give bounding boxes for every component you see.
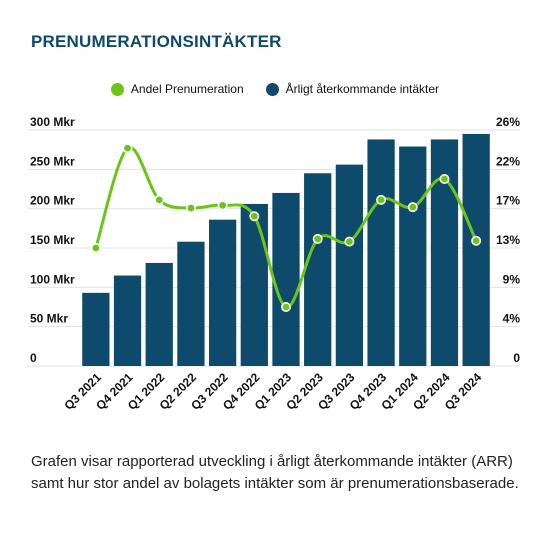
- bar: [304, 173, 332, 366]
- left-tick-label: 250 Mkr: [30, 154, 75, 168]
- legend-label-arr: Årligt återkommande intäkter: [285, 82, 440, 96]
- bar: [177, 241, 205, 366]
- right-tick-label: 13%: [496, 233, 520, 247]
- line-series: [90, 143, 482, 312]
- legend-item-share: Andel Prenumeration: [110, 82, 244, 96]
- line-point: [407, 202, 418, 213]
- chart-caption: Grafen visar rapporterad utveckling i år…: [31, 453, 519, 492]
- legend-item-arr: Årligt återkommande intäkter: [265, 82, 440, 96]
- line-point: [439, 174, 450, 185]
- right-tick-label: 4%: [503, 312, 521, 326]
- right-tick-label: 9%: [503, 272, 521, 286]
- bar: [208, 219, 237, 366]
- line-point: [185, 203, 196, 214]
- line-point: [280, 301, 291, 312]
- legend-line-swatch: [110, 82, 124, 96]
- bar: [145, 262, 173, 366]
- left-tick-label: 0: [30, 351, 37, 365]
- line-point: [217, 200, 228, 211]
- bar: [367, 139, 395, 366]
- bar: [272, 192, 300, 366]
- bar: [335, 164, 364, 366]
- legend: Andel Prenumeration Årligt återkommande …: [0, 82, 550, 96]
- line-point: [122, 143, 133, 154]
- line-point: [376, 194, 387, 205]
- right-tick-label: 17%: [496, 194, 520, 208]
- left-tick-label: 300 Mkr: [30, 115, 75, 129]
- legend-label-share: Andel Prenumeration: [130, 82, 244, 96]
- right-tick-label: 0: [513, 351, 520, 365]
- chart-title: PRENUMERATIONSINTÄKTER: [31, 32, 282, 51]
- bar: [82, 292, 110, 366]
- line-point: [344, 236, 355, 247]
- line-point: [312, 233, 323, 244]
- left-tick-label: 200 Mkr: [30, 194, 75, 208]
- line-point: [90, 243, 101, 254]
- legend-bar-swatch: [265, 82, 279, 96]
- combo-chart: 0 50 Mkr 100 Mkr 150 Mkr 200 Mkr 250 Mkr 300 M…: [28, 115, 520, 413]
- left-tick-label: 50 Mkr: [30, 312, 68, 326]
- right-tick-label: 22%: [496, 154, 520, 168]
- bar-series: [82, 133, 490, 366]
- bar: [113, 275, 142, 366]
- left-tick-label: 150 Mkr: [30, 233, 75, 247]
- line-point: [154, 194, 165, 205]
- left-axis-ticks: 0 50 Mkr 100 Mkr 150 Mkr 200 Mkr 250 Mkr 300 M…: [30, 115, 75, 365]
- left-tick-label: 100 Mkr: [30, 272, 75, 286]
- right-axis-ticks: 0 4% 9% 13% 17% 22% 26%: [496, 115, 520, 365]
- bar: [462, 133, 490, 366]
- line-point: [249, 211, 260, 222]
- bar: [240, 203, 268, 366]
- line-point: [471, 235, 482, 246]
- bar: [399, 146, 427, 366]
- right-tick-label: 26%: [496, 115, 520, 129]
- bar: [430, 139, 459, 366]
